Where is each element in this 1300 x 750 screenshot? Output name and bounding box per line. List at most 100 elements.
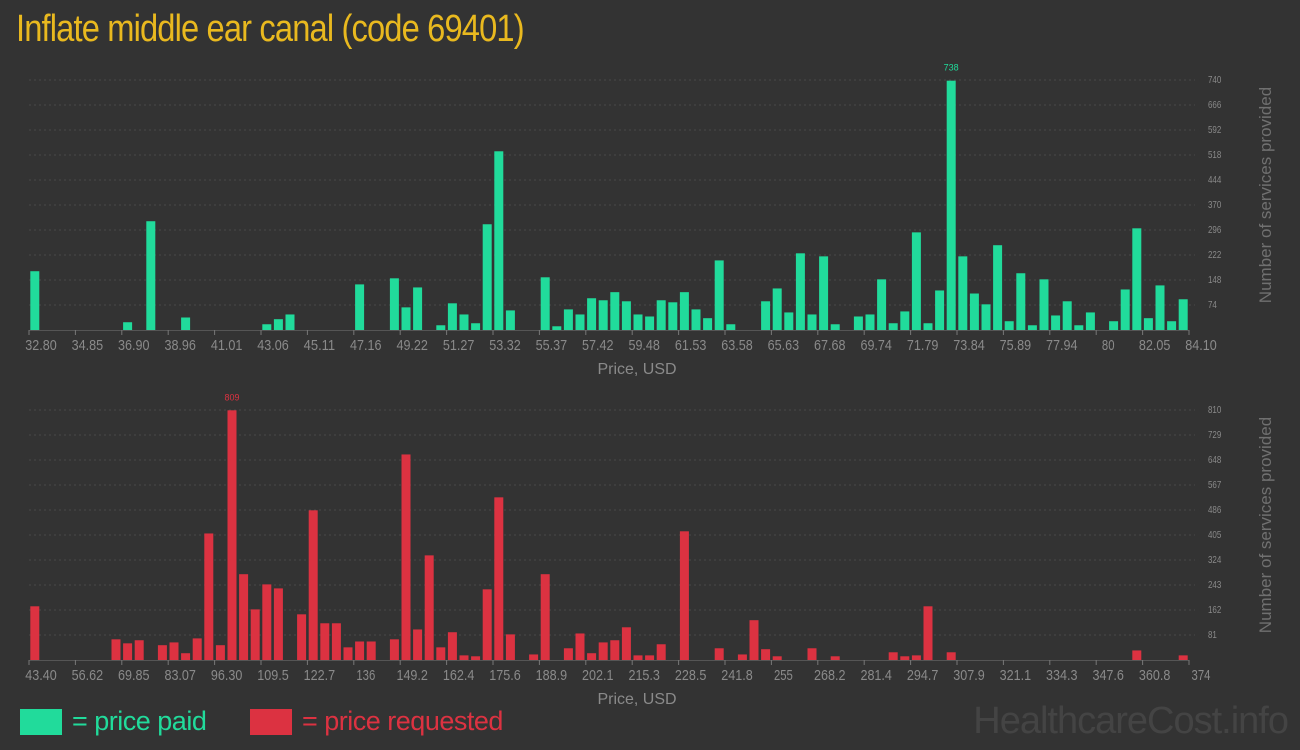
x-tick-label: 374 [1192, 667, 1211, 684]
bar [1004, 321, 1014, 330]
bar [215, 645, 225, 660]
x-tick-label: 67.68 [814, 337, 846, 354]
bar [807, 648, 817, 660]
x-tick-label: 55.37 [536, 337, 568, 354]
bar [737, 654, 747, 660]
bar [761, 649, 771, 660]
bar [656, 300, 666, 330]
bar [726, 324, 736, 330]
x-tick-label: 32.80 [25, 337, 57, 354]
x-tick-label: 71.79 [907, 337, 939, 354]
bar [204, 533, 214, 660]
bar [331, 623, 341, 660]
legend-requested: = price requested [250, 706, 503, 737]
y-tick-label: 444 [1208, 174, 1221, 185]
x-axis-title: Price, USD [597, 691, 676, 708]
watermark: HealthcareCost.info [973, 700, 1289, 742]
bar [923, 606, 933, 660]
bar [529, 654, 539, 660]
bar [471, 656, 481, 660]
bar [981, 304, 991, 330]
x-tick-label: 294.7 [907, 667, 939, 684]
bar [1051, 315, 1061, 330]
bar [552, 326, 562, 330]
bar [679, 531, 689, 660]
x-tick-label: 73.84 [953, 337, 985, 354]
bar [424, 555, 434, 660]
bar [772, 656, 782, 660]
bar [30, 606, 40, 660]
bar [691, 309, 701, 330]
peak-value-label: 738 [944, 63, 959, 73]
bar [157, 645, 167, 660]
bar [830, 656, 840, 660]
bar [273, 319, 283, 330]
x-tick-label: 45.11 [304, 337, 336, 354]
bar [1016, 273, 1026, 330]
legend-requested-label: = price requested [302, 706, 503, 736]
bar [239, 574, 249, 660]
bar [389, 639, 399, 660]
bar [575, 633, 585, 660]
x-tick-label: 175.6 [489, 667, 521, 684]
legend-paid: = price paid [20, 706, 207, 737]
bar [181, 317, 191, 330]
x-tick-label: 80 [1102, 337, 1115, 354]
y-tick-label: 740 [1208, 74, 1221, 85]
x-tick-label: 59.48 [628, 337, 660, 354]
x-tick-label: 281.4 [860, 667, 892, 684]
x-tick-label: 307.9 [953, 667, 985, 684]
x-tick-label: 96.30 [211, 667, 243, 684]
bar [123, 322, 133, 330]
bar [621, 627, 631, 660]
bar [436, 647, 446, 660]
legend-paid-label: = price paid [72, 706, 207, 736]
x-tick-label: 43.40 [25, 667, 57, 684]
bar [958, 256, 968, 330]
bar [169, 642, 179, 660]
bar [679, 292, 689, 330]
x-tick-label: 360.8 [1139, 667, 1171, 684]
y-tick-label: 148 [1208, 274, 1221, 285]
bar [935, 290, 945, 330]
x-tick-label: 228.5 [675, 667, 707, 684]
bar [401, 307, 411, 330]
bar [795, 253, 805, 330]
y-tick-label: 810 [1208, 404, 1221, 415]
bar [761, 301, 771, 330]
x-tick-label: 36.90 [118, 337, 150, 354]
bar [366, 641, 376, 660]
y-axis-title: Number of services provided [1256, 417, 1275, 633]
page-title: Inflate middle ear canal (code 69401) [16, 8, 525, 50]
bar [900, 311, 910, 330]
bar [308, 510, 318, 660]
bar [923, 323, 933, 330]
x-tick-label: 122.7 [304, 667, 336, 684]
bar [1062, 301, 1072, 330]
bar [447, 303, 457, 330]
y-tick-label: 243 [1208, 579, 1221, 590]
x-axis-title: Price, USD [597, 361, 676, 378]
peak-value-label: 809 [224, 392, 239, 402]
bar [633, 655, 643, 660]
bar [714, 648, 724, 660]
x-tick-label: 47.16 [350, 337, 382, 354]
bar [285, 314, 295, 330]
y-tick-label: 222 [1208, 249, 1221, 260]
bar [134, 640, 144, 660]
x-tick-label: 34.85 [72, 337, 104, 354]
x-tick-label: 41.01 [211, 337, 243, 354]
x-tick-label: 241.8 [721, 667, 753, 684]
bar [505, 310, 515, 330]
x-tick-label: 109.5 [257, 667, 289, 684]
y-tick-label: 729 [1208, 429, 1221, 440]
y-tick-label: 162 [1208, 604, 1221, 615]
bar [250, 609, 260, 660]
bar [1085, 312, 1095, 330]
bar [598, 642, 608, 660]
x-tick-label: 136 [356, 667, 375, 684]
x-tick-label: 57.42 [582, 337, 614, 354]
bar [505, 634, 515, 660]
bar [575, 314, 585, 330]
